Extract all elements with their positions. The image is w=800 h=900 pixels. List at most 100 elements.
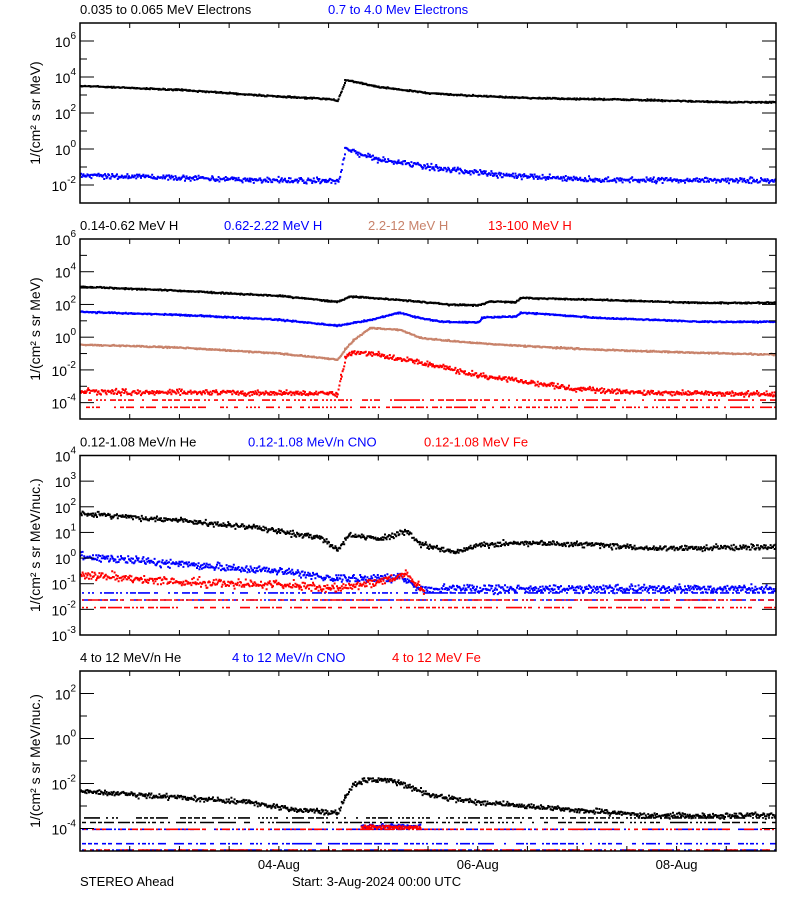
data-point [398, 782, 400, 784]
data-point [596, 179, 599, 181]
data-point [468, 171, 471, 174]
data-point [335, 300, 338, 303]
data-point [344, 794, 347, 797]
data-point [529, 541, 532, 544]
y-tick-label: 102 [55, 294, 77, 313]
data-point [335, 99, 338, 102]
data-point [369, 777, 371, 780]
y-tick-label: 10-2 [52, 774, 77, 793]
data-point [277, 352, 280, 355]
spacecraft-label: STEREO Ahead [80, 874, 174, 889]
data-point [178, 519, 181, 522]
data-point [447, 303, 450, 306]
data-point [476, 321, 479, 324]
series-trace-2 [82, 823, 776, 851]
data-point [679, 179, 682, 181]
y-tick-label: 106 [55, 31, 77, 50]
legend-label: 4 to 12 MeV/n CNO [232, 650, 345, 665]
data-point [398, 311, 400, 314]
data-point [335, 578, 338, 581]
data-point [178, 313, 181, 316]
x-tick-label: 08-Aug [656, 857, 698, 872]
data-point [178, 89, 181, 91]
data-point [529, 381, 532, 384]
data-point [348, 295, 351, 298]
data-point [596, 316, 599, 319]
data-point [178, 581, 181, 584]
data-point [360, 153, 363, 156]
y-tick-label: 106 [55, 229, 77, 248]
y-axis-label: 1/(cm² s sr MeV/nuc.) [27, 694, 43, 828]
data-point [476, 374, 479, 377]
series-trace-3 [84, 824, 774, 851]
data-point [700, 351, 703, 354]
data-point [418, 361, 421, 364]
data-point [453, 551, 456, 554]
legend-label: 13-100 MeV H [488, 218, 572, 233]
data-point [579, 388, 582, 391]
series-trace-2 [80, 550, 776, 601]
series-trace-3 [80, 569, 776, 609]
data-point [418, 587, 421, 590]
data-point [526, 97, 529, 99]
data-point [398, 298, 400, 301]
series-trace-1 [80, 285, 776, 307]
y-axis-label: 1/(cm² s sr MeV) [27, 277, 43, 380]
data-point [228, 92, 231, 95]
y-tick-label: 10-2 [52, 360, 77, 379]
legend-label: 0.14-0.62 MeV H [80, 218, 178, 233]
series-trace-3 [80, 326, 776, 361]
data-point [638, 391, 641, 394]
data-point [178, 289, 181, 292]
data-point [576, 98, 579, 100]
y-tick-label: 100 [55, 729, 77, 748]
panel-2: 0.14-0.62 MeV H 0.62-2.22 MeV H 2.2-12 MeV… [27, 218, 777, 420]
data-point [277, 570, 280, 573]
data-point [248, 801, 251, 804]
legend-label: 0.62-2.22 MeV H [224, 218, 322, 233]
start-time-label: Start: 3-Aug-2024 00:00 UTC [292, 874, 461, 889]
legend-label: 0.12-1.08 MeV/n He [80, 435, 196, 450]
legend-label: 0.7 to 4.0 Mev Electrons [328, 2, 469, 17]
data-point [298, 809, 301, 812]
data-point [178, 796, 181, 799]
data-point [596, 298, 599, 301]
y-tick-label: 102 [55, 684, 77, 703]
series-trace-4 [80, 350, 776, 409]
data-point [335, 358, 338, 361]
data-point [248, 179, 251, 181]
data-point [351, 350, 353, 353]
data-point [352, 338, 355, 341]
legend-label: 0.12-1.08 MeV/n CNO [248, 435, 377, 450]
data-point [675, 99, 678, 102]
data-point [335, 324, 338, 327]
plot-area [80, 79, 776, 185]
data-point [335, 392, 338, 395]
data-point [344, 355, 347, 358]
legend-label: 4 to 12 MeV Fe [392, 650, 481, 665]
data-point [700, 320, 703, 323]
data-point [377, 354, 380, 357]
data-point [526, 176, 529, 178]
x-tick-label: 06-Aug [457, 857, 499, 872]
data-point [277, 295, 280, 297]
data-point [418, 336, 421, 339]
series-trace-2 [80, 310, 776, 328]
data-point [335, 549, 338, 552]
y-tick-label: 10-4 [52, 393, 77, 412]
data-point [352, 783, 355, 786]
data-point [476, 304, 479, 307]
series-trace-1 [80, 777, 776, 824]
data-point [319, 537, 322, 540]
y-tick-label: 104 [55, 446, 77, 465]
data-point [398, 161, 400, 164]
data-point [340, 373, 342, 376]
plot-frame [79, 670, 777, 852]
data-point [489, 300, 492, 303]
data-point [725, 101, 728, 104]
y-tick-label: 104 [55, 67, 77, 86]
data-point [344, 79, 347, 81]
data-point [649, 814, 652, 817]
legend-label: 0.035 to 0.065 MeV Electrons [80, 2, 252, 17]
x-tick-label: 04-Aug [258, 857, 300, 872]
